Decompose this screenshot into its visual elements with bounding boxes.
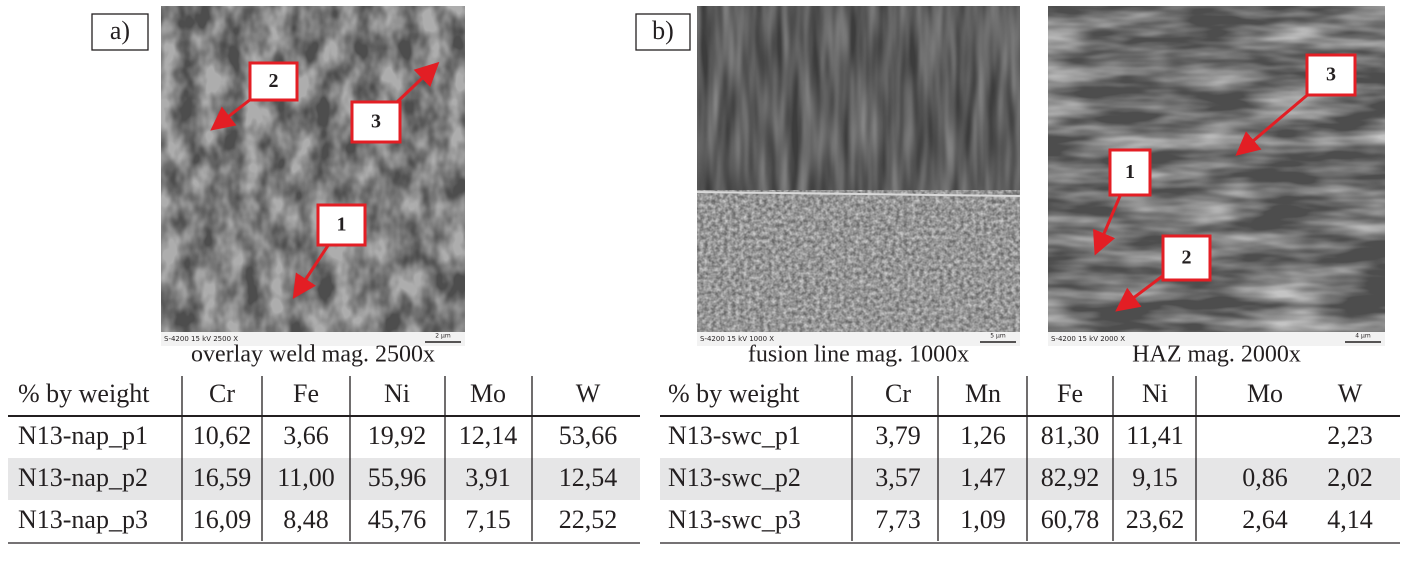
table-cell: N13-nap_p1 [18, 421, 148, 450]
column-header: Cr [209, 379, 235, 408]
table-cell: 1,26 [960, 421, 1006, 450]
column-header: % by weight [668, 379, 800, 408]
table-cell: N13-nap_p2 [18, 463, 148, 492]
marker-box [316, 203, 367, 247]
image-info: S-4200 15 kV 1000 X [700, 335, 774, 343]
table-cell: 8,48 [283, 505, 329, 534]
table-cell: N13-swc_p3 [668, 505, 801, 534]
column-header: Mn [965, 379, 1001, 408]
image-caption: HAZ mag. 2000x [1132, 342, 1301, 368]
table-cell: N13-swc_p1 [668, 421, 801, 450]
column-header: Fe [1057, 379, 1083, 408]
column-header: % by weight [18, 379, 150, 408]
table-cell: 60,78 [1041, 505, 1100, 534]
table-cell: 16,59 [193, 463, 252, 492]
marker-box [350, 100, 402, 144]
panel-label: a) [110, 16, 130, 45]
table-cell: 0,86 [1242, 463, 1288, 492]
image-info: S-4200 15 kV 2000 X [1051, 335, 1125, 343]
table-cell: 12,14 [459, 421, 518, 450]
table-cell: 3,79 [875, 421, 921, 450]
table-cell: 7,15 [465, 505, 511, 534]
marker-label: 3 [371, 111, 381, 133]
table-cell: N13-nap_p3 [18, 505, 148, 534]
marker-label: 3 [1326, 64, 1336, 86]
column-header: Mo [1247, 379, 1283, 408]
table-cell: 11,00 [277, 463, 335, 492]
table-cell: 22,52 [559, 505, 618, 534]
table-cell: 45,76 [368, 505, 427, 534]
scale-label: 2 µm [435, 333, 451, 340]
table-cell: 16,09 [193, 505, 252, 534]
column-header: W [1338, 379, 1363, 408]
sem-image: S-4200 15 kV 1000 X 5 µm [696, 6, 1021, 346]
info-strip [161, 332, 465, 346]
table-cell: 82,92 [1041, 463, 1100, 492]
fusion-line [696, 191, 1021, 197]
image-caption: overlay weld mag. 2500x [191, 342, 435, 368]
table-cell: 53,66 [559, 421, 618, 450]
image-caption: fusion line mag. 1000x [748, 342, 969, 368]
marker-label: 1 [1125, 161, 1135, 183]
table-cell: 12,54 [559, 463, 618, 492]
marker-box [248, 61, 299, 102]
table-cell: 2,64 [1242, 505, 1288, 534]
table-cell: 3,57 [875, 463, 921, 492]
panel-label: b) [652, 16, 674, 45]
marker-box [1108, 148, 1152, 197]
marker-label: 2 [1182, 247, 1192, 269]
table-cell: 55,96 [368, 463, 427, 492]
panel-label-box [635, 13, 691, 51]
table-cell: 4,14 [1327, 505, 1373, 534]
table-cell: 23,62 [1126, 505, 1185, 534]
info-strip [697, 332, 1020, 346]
image-texture [697, 6, 1020, 190]
column-header: Ni [384, 379, 410, 408]
table-cell: 3,66 [283, 421, 329, 450]
column-header: W [576, 379, 601, 408]
table-cell: 7,73 [875, 505, 921, 534]
row-shade [8, 458, 640, 500]
column-header: Ni [1142, 379, 1168, 408]
table-cell: 3,91 [465, 463, 511, 492]
scale-label: 5 µm [990, 333, 1006, 340]
table-cell: 2,02 [1327, 463, 1373, 492]
marker-box [1161, 234, 1212, 282]
table-cell: N13-swc_p2 [668, 463, 801, 492]
info-strip [1048, 332, 1385, 346]
scale-label: 4 µm [1355, 333, 1371, 340]
image-info: S-4200 15 kV 2500 X [164, 335, 238, 343]
image-texture [697, 190, 1020, 332]
row-shade [660, 458, 1400, 500]
table-cell: 9,15 [1132, 463, 1178, 492]
sem-image: S-4200 15 kV 2500 X 2 µm [161, 6, 465, 346]
column-header: Mo [470, 379, 506, 408]
image-texture [161, 6, 465, 332]
table-cell: 1,47 [960, 463, 1006, 492]
marker-label: 1 [337, 214, 347, 236]
column-header: Fe [293, 379, 319, 408]
table-cell: 10,62 [193, 421, 252, 450]
table-cell: 19,92 [368, 421, 427, 450]
table-cell: 1,09 [960, 505, 1006, 534]
marker-label: 2 [269, 70, 279, 92]
table-cell: 2,23 [1327, 421, 1373, 450]
column-header: Cr [885, 379, 911, 408]
table-cell: 11,41 [1126, 421, 1184, 450]
panel-label-box [91, 13, 149, 51]
table-cell: 81,30 [1041, 421, 1100, 450]
marker-box [1305, 53, 1357, 97]
